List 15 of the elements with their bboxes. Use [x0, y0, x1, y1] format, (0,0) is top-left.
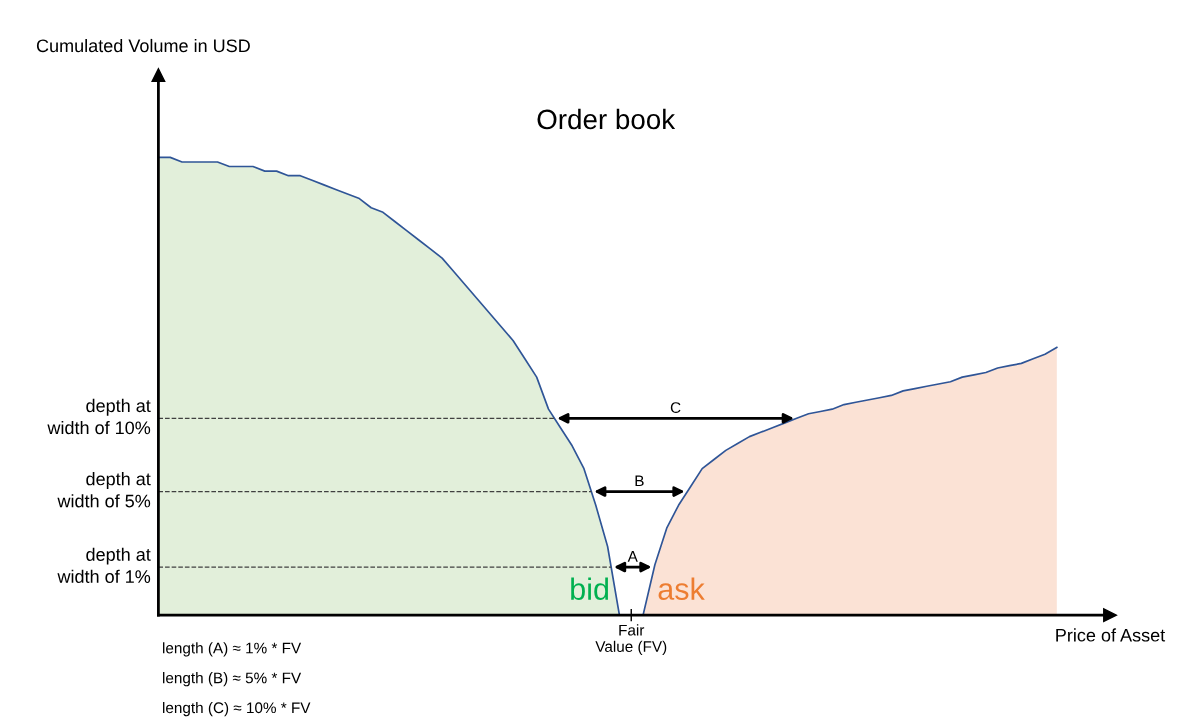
- text: Fair Value (FV): [595, 624, 667, 656]
- ref-line-label: depth at width of 10%: [47, 398, 151, 435]
- text: length (C) ≈ 10% * FV: [163, 701, 311, 717]
- text: Cumulated Volume in USD: [36, 38, 250, 53]
- x-axis-title: Price of Asset: [1056, 628, 1166, 642]
- series-label: ask: [658, 577, 705, 600]
- annotation: C: [670, 402, 681, 414]
- chart-title: Order book: [537, 108, 676, 130]
- ref-line-label: depth at width of 1%: [57, 547, 151, 583]
- annotation: A: [627, 551, 638, 562]
- text: length (A) ≈ 1% * FV: [163, 642, 302, 657]
- ref-line-label: depth at width of 5%: [57, 472, 151, 508]
- series-label: bid: [571, 577, 608, 600]
- annotation: B: [635, 475, 644, 487]
- text: length (B) ≈ 5% * FV: [163, 672, 302, 687]
